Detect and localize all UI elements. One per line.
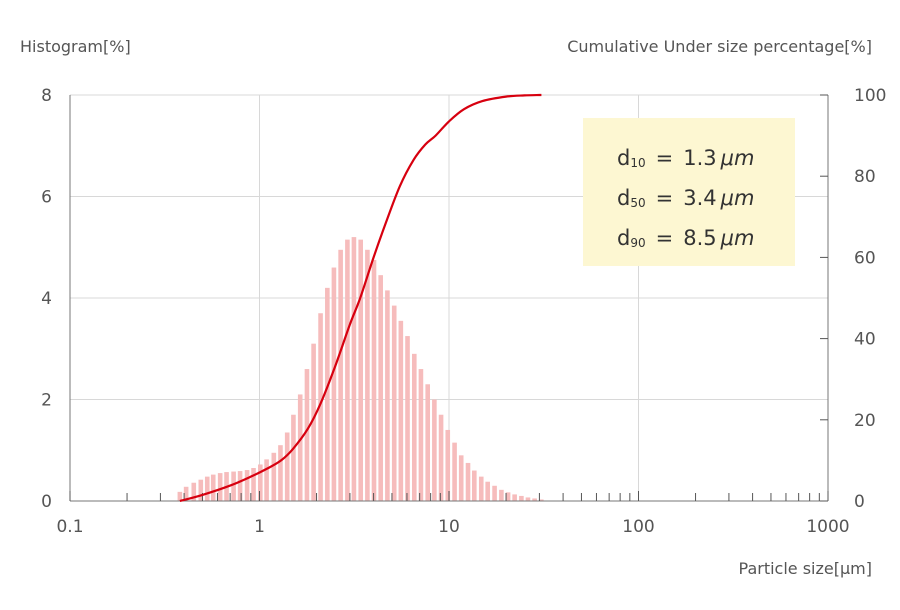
histogram-bar: [351, 237, 357, 501]
histogram-bar: [505, 492, 511, 501]
histogram-bar: [297, 394, 303, 501]
histogram-bar: [432, 399, 437, 501]
histogram-bar: [371, 259, 377, 501]
y-left-tick-label: 2: [41, 391, 52, 411]
histogram-bar: [311, 343, 316, 501]
histogram-bars: [177, 237, 544, 501]
histogram-bar: [465, 462, 471, 501]
histogram-bar: [512, 494, 517, 501]
d50-stat: d50 = 3.4 μm: [617, 180, 795, 220]
histogram-bar: [204, 476, 210, 501]
histogram-bar: [519, 495, 524, 501]
histogram-bar: [458, 455, 464, 501]
d50-value: 3.4: [683, 186, 717, 210]
histogram-bar: [472, 470, 477, 501]
histogram-bar: [525, 497, 531, 501]
y-right-tick-label: 80: [854, 167, 876, 187]
histogram-bar: [304, 369, 310, 501]
histogram-bar: [183, 486, 189, 501]
d10-unit: μm: [720, 146, 755, 170]
d50-equals: =: [655, 186, 674, 210]
histogram-bar: [278, 445, 283, 501]
d50-unit: μm: [720, 186, 755, 210]
histogram-bar: [237, 471, 243, 501]
d90-subscript: 90: [630, 236, 646, 250]
histogram-bar: [284, 432, 290, 501]
x-axis-title: Particle size[μm]: [739, 559, 872, 578]
histogram-bar: [365, 249, 370, 501]
axis-ticks: [69, 94, 829, 502]
histogram-bar: [177, 491, 183, 501]
d90-value: 8.5: [683, 226, 717, 250]
x-tick-label: 1: [254, 517, 265, 537]
d10-symbol: d: [617, 146, 631, 170]
histogram-bar: [499, 489, 504, 501]
histogram-bar: [251, 468, 256, 501]
d10-equals: =: [655, 146, 674, 170]
x-tick-label: 1000: [806, 517, 849, 537]
histogram-bar: [244, 470, 250, 501]
d50-symbol: d: [617, 186, 631, 210]
y-right-tick-label: 60: [854, 248, 876, 268]
y-right-axis-title: Cumulative Under size percentage[%]: [567, 37, 872, 56]
y-left-tick-label: 8: [41, 86, 52, 106]
histogram-bar: [532, 498, 537, 501]
histogram-bar: [291, 414, 296, 501]
d10-value: 1.3: [683, 146, 717, 170]
histogram-bar: [452, 442, 457, 501]
histogram-bar: [271, 452, 277, 501]
d50-subscript: 50: [630, 196, 646, 210]
y-left-tick-label: 6: [41, 188, 52, 208]
histogram-bar: [425, 384, 430, 501]
y-left-axis-title: Histogram[%]: [20, 37, 131, 56]
histogram-bar: [405, 336, 410, 501]
histogram-bar: [478, 476, 484, 501]
histogram-bar: [438, 414, 444, 501]
y-right-tick-label: 40: [854, 330, 876, 350]
d90-symbol: d: [617, 226, 631, 250]
histogram-bar: [318, 313, 323, 501]
histogram-bar: [198, 479, 204, 501]
histogram-bar: [445, 429, 451, 501]
histogram-bar: [217, 473, 223, 501]
x-tick-label: 10: [438, 517, 460, 537]
y-right-tick-label: 20: [854, 411, 876, 431]
histogram-bar: [418, 369, 424, 501]
histogram-bar: [398, 320, 404, 501]
histogram-bar: [492, 485, 497, 501]
histogram-bar: [231, 471, 236, 501]
cumulative-line: [179, 93, 542, 503]
histogram-bar: [539, 499, 544, 501]
d90-unit: μm: [720, 226, 755, 250]
histogram-bar: [264, 459, 269, 501]
y-right-tick-label: 0: [854, 492, 865, 512]
histogram-bar: [385, 290, 390, 501]
d90-equals: =: [655, 226, 674, 250]
histogram-bar: [325, 287, 330, 501]
histogram-bar: [345, 239, 350, 501]
histogram-bar: [338, 249, 343, 501]
d10-subscript: 10: [630, 156, 646, 170]
histogram-bar: [331, 267, 337, 501]
y-left-tick-label: 0: [41, 492, 52, 512]
histogram-bar: [258, 464, 263, 501]
d10-stat: d10 = 1.3 μm: [617, 140, 795, 180]
histogram-bar: [191, 482, 197, 501]
d90-stat: d90 = 8.5 μm: [617, 220, 795, 260]
histogram-bar: [210, 474, 216, 501]
histogram-bar: [412, 353, 417, 501]
histogram-bar: [391, 305, 397, 501]
histogram-bar: [485, 481, 490, 501]
histogram-bar: [378, 275, 383, 501]
statistics-box: d10 = 1.3 μm d50 = 3.4 μm d90 = 8.5 μm: [583, 118, 795, 266]
y-right-tick-label: 100: [854, 86, 886, 106]
x-tick-label: 100: [622, 517, 654, 537]
histogram-bar: [358, 239, 363, 501]
x-tick-label: 0.1: [56, 517, 83, 537]
y-left-tick-label: 4: [41, 289, 52, 309]
